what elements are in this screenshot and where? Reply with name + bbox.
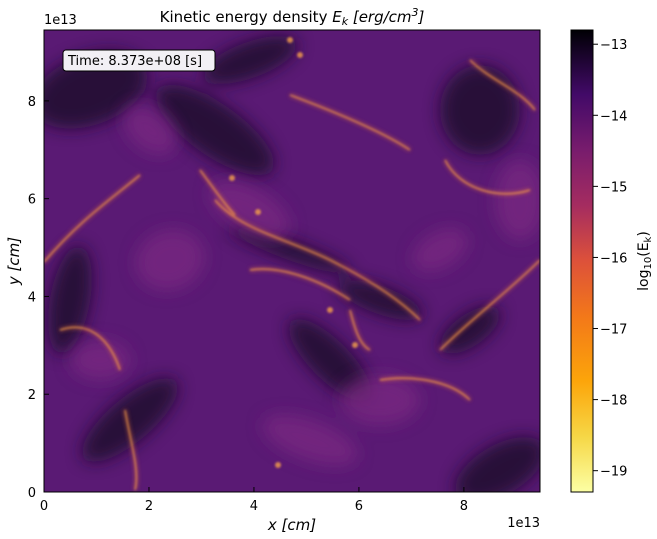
dark-region xyxy=(454,436,540,492)
filament-core xyxy=(439,259,540,351)
y-tick-label: 6 xyxy=(28,193,36,208)
dark-region xyxy=(228,225,352,275)
y-offset-label: 1e13 xyxy=(44,13,77,28)
colorbar-tick-label: −13 xyxy=(600,38,627,53)
mid-region xyxy=(135,229,205,291)
x-tick-label: 0 xyxy=(40,499,48,514)
filament-core xyxy=(214,199,421,321)
mid-region xyxy=(262,414,358,466)
filament-core xyxy=(59,326,121,371)
heatmap-field xyxy=(44,30,540,492)
colorbar-tick-label: −19 xyxy=(600,465,627,480)
plot-frame xyxy=(43,29,541,493)
mid-region xyxy=(412,228,468,272)
mid-region xyxy=(495,160,540,240)
filament-core xyxy=(349,309,371,351)
colorbar-tick-label: −14 xyxy=(600,109,627,124)
x-offset-label: 1e13 xyxy=(507,516,540,531)
dark-region xyxy=(337,279,423,321)
filament-core xyxy=(379,377,471,401)
time-annotation: Time: 8.373e+08 [s] xyxy=(62,49,216,72)
filament-core xyxy=(469,59,536,111)
hot-spot xyxy=(229,175,235,181)
colorbar xyxy=(570,29,594,493)
time-annotation-text: Time: 8.373e+08 [s] xyxy=(67,54,202,69)
mid-structures xyxy=(70,105,540,466)
mid-region xyxy=(70,340,130,380)
colorbar-ticks: −13 −14 −15 −16 −17 −18 −19 xyxy=(593,38,627,480)
filament-core xyxy=(249,268,351,301)
colorbar-tick-label: −17 xyxy=(600,323,627,338)
dark-region xyxy=(288,318,372,402)
chart-title: Kinetic energy density Ek [erg/cm3] xyxy=(160,6,425,28)
filament-core xyxy=(124,409,137,491)
colorbar-label: log10(Ek) xyxy=(636,231,654,291)
y-tick-label: 8 xyxy=(28,95,36,110)
x-tick-label: 4 xyxy=(250,499,258,514)
mid-region xyxy=(340,375,420,425)
hot-spot xyxy=(275,462,281,468)
hot-spot xyxy=(287,37,293,43)
hot-spot xyxy=(352,342,358,348)
hot-spot xyxy=(327,307,333,313)
y-axis-label: y [cm] xyxy=(5,237,23,286)
filament-core xyxy=(199,169,236,216)
dark-region xyxy=(439,306,501,354)
y-tick-label: 2 xyxy=(28,388,36,403)
filament-core xyxy=(444,159,531,195)
x-tick-label: 6 xyxy=(355,499,363,514)
hot-filaments xyxy=(44,37,540,491)
dark-region xyxy=(440,65,520,155)
dark-region xyxy=(202,35,298,85)
y-axis-ticks: 0 2 4 6 8 xyxy=(28,95,49,501)
x-axis-ticks: 0 2 4 6 8 xyxy=(40,487,468,514)
x-axis-label: x [cm] xyxy=(267,516,316,534)
y-tick-label: 0 xyxy=(28,486,36,501)
colorbar-tick-label: −16 xyxy=(600,251,627,266)
mid-region xyxy=(209,180,291,240)
colorbar-tick-label: −15 xyxy=(600,180,627,195)
dark-region xyxy=(81,377,179,463)
x-tick-label: 2 xyxy=(145,499,153,514)
mid-region xyxy=(123,105,177,155)
colorbar-tick-label: −18 xyxy=(600,394,627,409)
y-tick-label: 4 xyxy=(28,290,36,305)
filament-core xyxy=(44,174,141,263)
hot-spot xyxy=(255,209,261,215)
filament-core xyxy=(289,94,411,151)
hot-spot xyxy=(297,52,303,58)
dark-region xyxy=(155,84,275,176)
x-tick-label: 8 xyxy=(460,499,468,514)
